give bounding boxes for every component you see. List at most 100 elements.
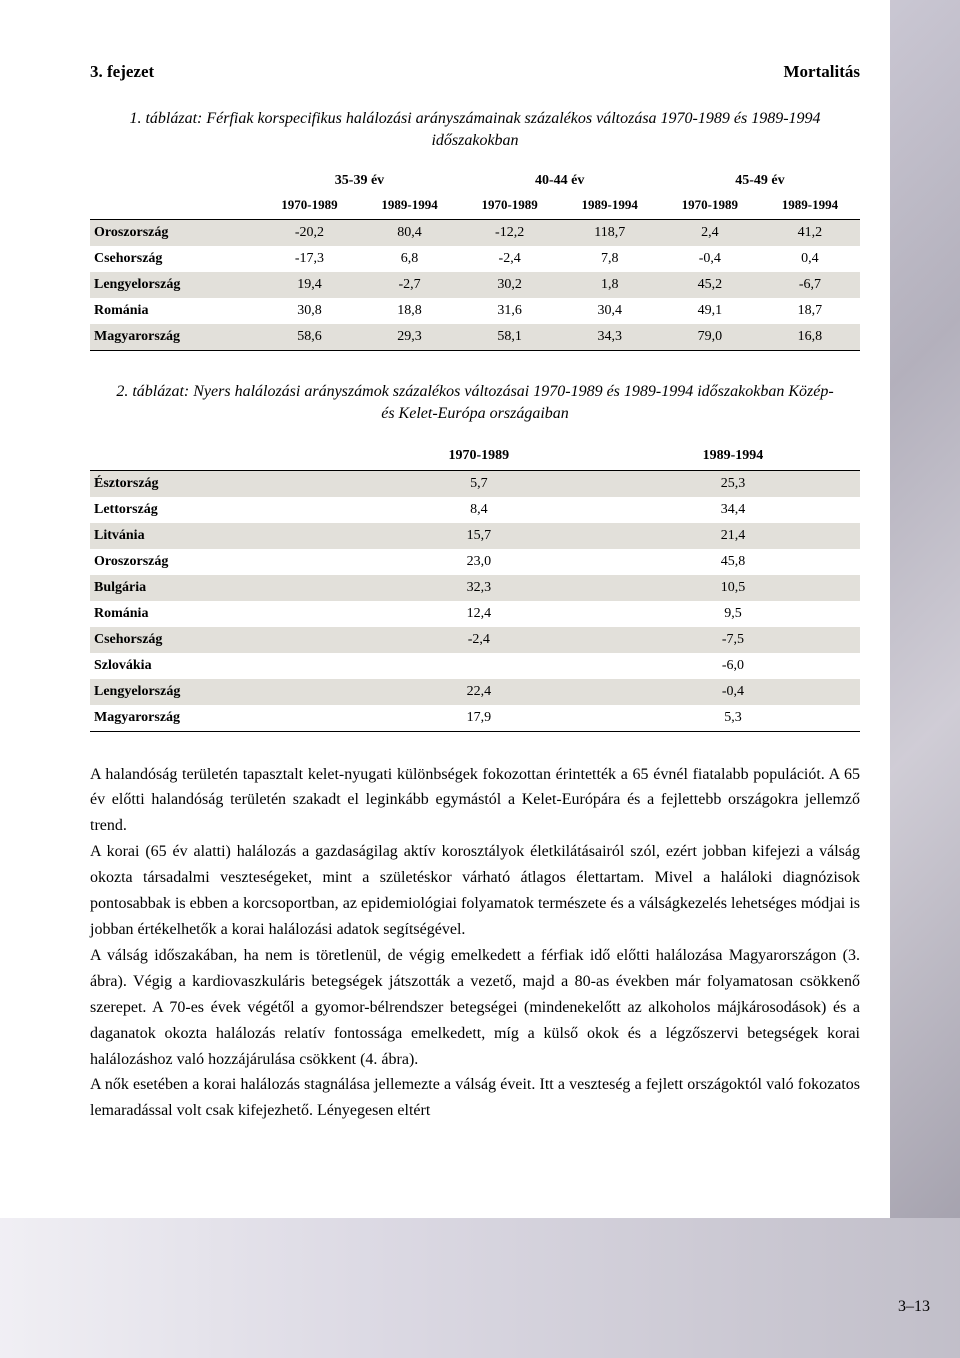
cell: 10,5 (606, 575, 860, 601)
cell: 30,2 (460, 272, 560, 298)
t2-col-0: 1970-1989 (352, 442, 606, 471)
cell: 6,8 (359, 246, 459, 272)
cell: 19,4 (259, 272, 359, 298)
cell: 17,9 (352, 705, 606, 732)
t1-sub-2: 1970-1989 (460, 193, 560, 220)
page-content: 3. fejezet Mortalitás 1. táblázat: Férfi… (90, 62, 860, 1124)
table-row: Csehország-17,36,8-2,47,8-0,40,4 (90, 246, 860, 272)
row-label: Oroszország (90, 549, 352, 575)
table-1: 35-39 év 40-44 év 45-49 év 1970-1989 198… (90, 169, 860, 351)
row-label: Bulgária (90, 575, 352, 601)
cell: -17,3 (259, 246, 359, 272)
right-decorative-strip (890, 0, 960, 1218)
row-label: Észtország (90, 470, 352, 497)
cell: -6,0 (606, 653, 860, 679)
cell: 5,3 (606, 705, 860, 732)
cell: 12,4 (352, 601, 606, 627)
table-row: Magyarország17,95,3 (90, 705, 860, 732)
cell: 34,4 (606, 497, 860, 523)
table-row: Magyarország58,629,358,134,379,016,8 (90, 324, 860, 351)
table-row: Lengyelország19,4-2,730,21,845,2-6,7 (90, 272, 860, 298)
cell: 31,6 (460, 298, 560, 324)
cell: 22,4 (352, 679, 606, 705)
cell: 7,8 (560, 246, 660, 272)
cell: 8,4 (352, 497, 606, 523)
cell: 18,8 (359, 298, 459, 324)
cell: 15,7 (352, 523, 606, 549)
cell: 16,8 (760, 324, 860, 351)
cell: 79,0 (660, 324, 760, 351)
bottom-decorative-strip (0, 1218, 960, 1358)
row-label: Románia (90, 298, 259, 324)
cell (352, 653, 606, 679)
row-label: Litvánia (90, 523, 352, 549)
table-row: Oroszország23,045,8 (90, 549, 860, 575)
row-label: Csehország (90, 627, 352, 653)
cell: 30,8 (259, 298, 359, 324)
cell: 45,2 (660, 272, 760, 298)
cell: 2,4 (660, 219, 760, 246)
paragraph: A nők esetében a korai halálozás stagnál… (90, 1072, 860, 1124)
cell: -7,5 (606, 627, 860, 653)
cell: 9,5 (606, 601, 860, 627)
page-number: 3–13 (898, 1298, 930, 1316)
cell: -2,4 (352, 627, 606, 653)
header-row: 3. fejezet Mortalitás (90, 62, 860, 82)
table-row: Lettország8,434,4 (90, 497, 860, 523)
section-label: Mortalitás (784, 62, 860, 82)
table1-caption: 1. táblázat: Férfiak korspecifikus halál… (110, 108, 840, 153)
cell: 41,2 (760, 219, 860, 246)
row-label: Magyarország (90, 324, 259, 351)
table-row: Észtország5,725,3 (90, 470, 860, 497)
t1-sub-1: 1989-1994 (359, 193, 459, 220)
cell: 34,3 (560, 324, 660, 351)
cell: 32,3 (352, 575, 606, 601)
table-row: Csehország-2,4-7,5 (90, 627, 860, 653)
cell: 58,1 (460, 324, 560, 351)
t1-group-1: 40-44 év (460, 169, 660, 193)
row-label: Lengyelország (90, 679, 352, 705)
paragraph: A halandóság területén tapasztalt kelet-… (90, 762, 860, 840)
cell: 29,3 (359, 324, 459, 351)
cell: -12,2 (460, 219, 560, 246)
table-2: 1970-1989 1989-1994 Észtország5,725,3Let… (90, 442, 860, 732)
row-label: Csehország (90, 246, 259, 272)
paragraph: A korai (65 év alatti) halálozás a gazda… (90, 839, 860, 943)
row-label: Magyarország (90, 705, 352, 732)
cell: 58,6 (259, 324, 359, 351)
cell: 49,1 (660, 298, 760, 324)
cell: 25,3 (606, 470, 860, 497)
cell: 21,4 (606, 523, 860, 549)
row-label: Oroszország (90, 219, 259, 246)
cell: 5,7 (352, 470, 606, 497)
t1-group-2: 45-49 év (660, 169, 860, 193)
cell: 30,4 (560, 298, 660, 324)
t1-sub-0: 1970-1989 (259, 193, 359, 220)
cell: 18,7 (760, 298, 860, 324)
t1-sub-3: 1989-1994 (560, 193, 660, 220)
cell: 0,4 (760, 246, 860, 272)
table-row: Oroszország-20,280,4-12,2118,72,441,2 (90, 219, 860, 246)
table-row: Litvánia15,721,4 (90, 523, 860, 549)
cell: -0,4 (660, 246, 760, 272)
t1-sub-4: 1970-1989 (660, 193, 760, 220)
cell: 23,0 (352, 549, 606, 575)
cell: -2,4 (460, 246, 560, 272)
chapter-label: 3. fejezet (90, 62, 154, 82)
row-label: Lettország (90, 497, 352, 523)
t1-sub-5: 1989-1994 (760, 193, 860, 220)
row-label: Szlovákia (90, 653, 352, 679)
paragraph: A válság időszakában, ha nem is töretlen… (90, 943, 860, 1073)
row-label: Románia (90, 601, 352, 627)
row-label: Lengyelország (90, 272, 259, 298)
cell: -20,2 (259, 219, 359, 246)
cell: 80,4 (359, 219, 459, 246)
table-row: Lengyelország22,4-0,4 (90, 679, 860, 705)
cell: 118,7 (560, 219, 660, 246)
table-row: Románia12,49,5 (90, 601, 860, 627)
table-row: Románia30,818,831,630,449,118,7 (90, 298, 860, 324)
cell: -0,4 (606, 679, 860, 705)
cell: 45,8 (606, 549, 860, 575)
table-row: Bulgária32,310,5 (90, 575, 860, 601)
cell: -6,7 (760, 272, 860, 298)
